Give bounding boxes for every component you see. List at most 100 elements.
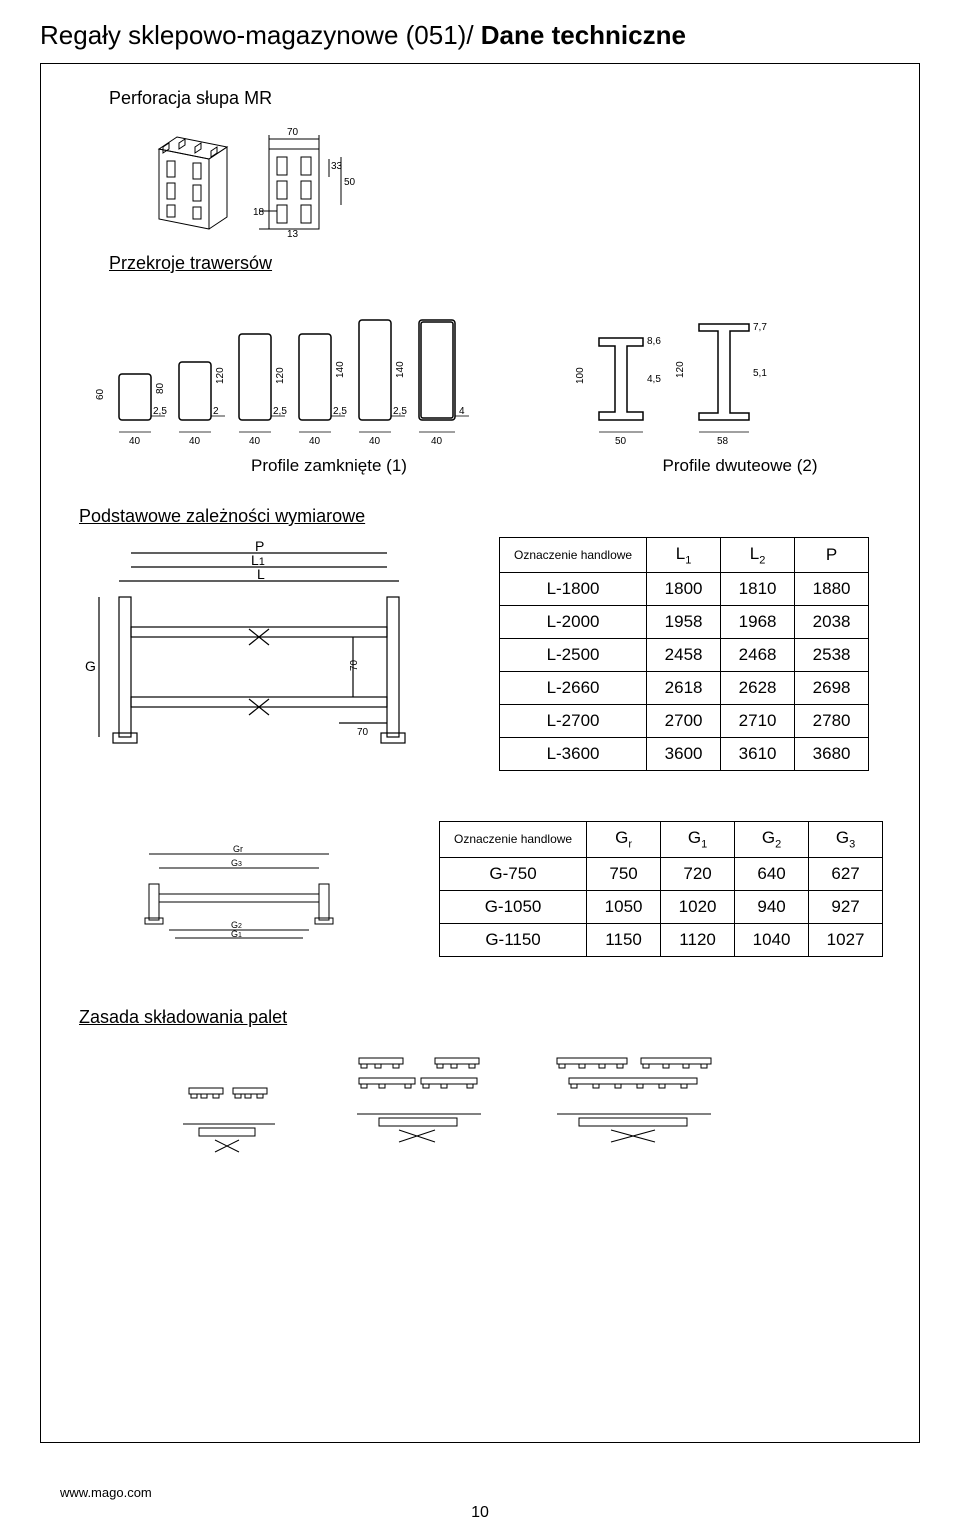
dep-c2: P <box>826 545 837 564</box>
t2: 2,5 <box>273 406 287 417</box>
cell: 2698 <box>795 672 869 705</box>
ih2: 120 <box>675 361 686 378</box>
section-pallets: Zasada składowania palet <box>79 1007 891 1028</box>
w2: 40 <box>249 436 261 447</box>
pallet-2 <box>349 1048 489 1158</box>
cell: G-1150 <box>440 923 587 956</box>
footer-url: www.mago.com <box>60 1485 152 1500</box>
cell: 1050 <box>587 890 661 923</box>
cell: 2038 <box>795 606 869 639</box>
cell: L-3600 <box>500 738 647 771</box>
g-c3: G <box>836 828 849 847</box>
h1: 80 <box>155 382 166 394</box>
w0: 40 <box>129 436 141 447</box>
dep-cs1: 2 <box>759 554 765 566</box>
section-crosssections: Przekroje trawersów <box>109 253 891 274</box>
g-G3: G <box>231 858 238 868</box>
t5: 4 <box>459 406 465 417</box>
cell: 1040 <box>735 923 809 956</box>
ih1: 100 <box>575 367 586 384</box>
dep-diagram: P L1 L G 70 70 <box>79 537 439 767</box>
cell: L-2660 <box>500 672 647 705</box>
if1: 8,6 <box>647 336 661 347</box>
dep-c0: L <box>676 544 685 563</box>
g-cs2: 2 <box>775 839 781 851</box>
g-G1: G <box>231 929 238 939</box>
cell: G-750 <box>440 857 587 890</box>
dim-50: 50 <box>344 177 356 188</box>
h0: 60 <box>95 388 106 400</box>
perforation-drawing: 70 18 13 33 50 <box>149 119 369 239</box>
cell: 1958 <box>647 606 721 639</box>
dep-cs0: 1 <box>685 554 691 566</box>
pallet-1 <box>169 1058 289 1158</box>
cell: L-1800 <box>500 573 647 606</box>
if2: 7,7 <box>753 322 767 333</box>
it2: 5,1 <box>753 368 767 379</box>
dep-th-label: Oznaczenie handlowe <box>514 549 632 562</box>
t4: 2,5 <box>393 406 407 417</box>
cell: 927 <box>809 890 883 923</box>
cell: 1800 <box>647 573 721 606</box>
cell: 750 <box>587 857 661 890</box>
g-c2: G <box>762 828 775 847</box>
table-row: L-2000195819682038 <box>500 606 869 639</box>
cell: 2700 <box>647 705 721 738</box>
table-row: L-3600360036103680 <box>500 738 869 771</box>
title-prefix: Regały sklepowo-magazynowe (051)/ <box>40 20 481 50</box>
cell: 2458 <box>647 639 721 672</box>
dim-13: 13 <box>287 229 299 239</box>
w3: 40 <box>309 436 321 447</box>
caption-ibeam: Profile dwuteowe (2) <box>589 456 891 476</box>
dep-c1: L <box>750 544 759 563</box>
title-bold: Dane techniczne <box>481 20 686 50</box>
cell: 2538 <box>795 639 869 672</box>
w4: 40 <box>369 436 381 447</box>
caption-closed: Profile zamknięte (1) <box>69 456 589 476</box>
iw1: 50 <box>615 436 627 447</box>
g-s2: 2 <box>238 923 242 930</box>
g-table: Oznaczenie handlowe Gr G1 G2 G3 G-750750… <box>439 821 883 956</box>
cell: 3610 <box>721 738 795 771</box>
t3: 2,5 <box>333 406 347 417</box>
cell: 1150 <box>587 923 661 956</box>
dim-18: 18 <box>253 207 265 218</box>
cell: L-2500 <box>500 639 647 672</box>
iw2: 58 <box>717 436 729 447</box>
ibeam-profiles-drawing: 100 120 8,6 7,7 4,5 5,1 50 58 <box>569 284 799 454</box>
w5: 40 <box>431 436 443 447</box>
g-th-label: Oznaczenie handlowe <box>454 833 572 846</box>
h2: 120 <box>215 367 226 384</box>
dep-70b: 70 <box>357 727 369 738</box>
g-cs1: 1 <box>701 839 707 851</box>
h3: 120 <box>275 367 286 384</box>
closed-profiles-drawing: 60 80 120 120 140 140 2,5 2 2,5 2,5 <box>89 284 509 454</box>
cell: 1880 <box>795 573 869 606</box>
cell: 627 <box>809 857 883 890</box>
cell: 720 <box>661 857 735 890</box>
page-number: 10 <box>471 1504 489 1522</box>
dim-33: 33 <box>331 161 343 172</box>
cell: 1020 <box>661 890 735 923</box>
dim-70: 70 <box>287 127 299 138</box>
g-cs0: r <box>628 839 632 851</box>
dep-70a: 70 <box>349 659 360 671</box>
cell: 1120 <box>661 923 735 956</box>
h4: 140 <box>335 361 346 378</box>
g-c1: G <box>688 828 701 847</box>
cell: 3680 <box>795 738 869 771</box>
g-cs3: 3 <box>849 839 855 851</box>
g-diagram: Gr G3 G2 G1 <box>129 834 349 944</box>
svg-text:G3: G3 <box>231 858 242 868</box>
section-perforation: Perforacja słupa MR <box>109 88 891 109</box>
g-s3: 3 <box>238 861 242 868</box>
t1: 2 <box>213 406 219 417</box>
cell: 3600 <box>647 738 721 771</box>
h5: 140 <box>395 361 406 378</box>
pallet-3 <box>549 1048 719 1158</box>
cell: 2618 <box>647 672 721 705</box>
cell: G-1050 <box>440 890 587 923</box>
dep-table: Oznaczenie handlowe L1 L2 P L-1800180018… <box>499 537 869 771</box>
cell: 1810 <box>721 573 795 606</box>
table-row: L-1800180018101880 <box>500 573 869 606</box>
